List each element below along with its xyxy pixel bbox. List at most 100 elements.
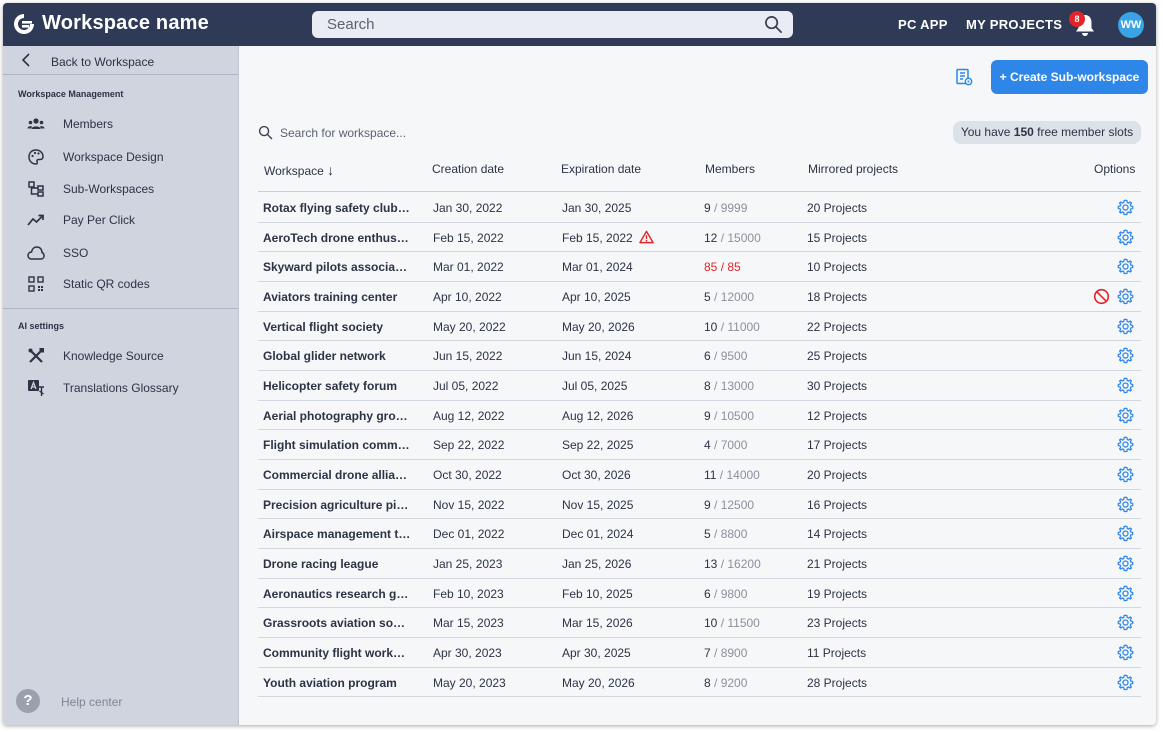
members-count: 9: [704, 201, 711, 215]
sidebar-item-workspace-design[interactable]: Workspace Design: [3, 145, 238, 169]
mirrored-projects-cell: 23 Projects: [807, 616, 868, 631]
gear-icon[interactable]: [1117, 199, 1134, 216]
table-row[interactable]: Youth aviation program May 20, 2023 May 20…: [258, 668, 1141, 698]
table-row[interactable]: Community flight work… Apr 30, 2023 Apr 30…: [258, 638, 1141, 668]
workspace-name-cell[interactable]: AeroTech drone enthusi…: [263, 230, 411, 245]
workspace-name-cell[interactable]: Vertical flight society: [263, 319, 384, 334]
table-row[interactable]: Drone racing league Jan 25, 2023 Jan 25, 2…: [258, 549, 1141, 579]
table-row[interactable]: Vertical flight society May 20, 2022 May 2…: [258, 312, 1141, 342]
members-count: 7: [704, 645, 711, 660]
workspace-name-cell[interactable]: Drone racing league: [263, 556, 379, 571]
gear-icon[interactable]: [1117, 644, 1134, 661]
workspace-name-cell[interactable]: Flight simulation comm…: [263, 438, 410, 453]
table-row[interactable]: Aerial photography gro… Aug 12, 2022 Aug 1…: [258, 401, 1141, 431]
table-row[interactable]: AeroTech drone enthusi… Feb 15, 2022 Feb 1…: [258, 223, 1141, 253]
table-row[interactable]: Grassroots aviation soci… Mar 15, 2023 Mar…: [258, 608, 1141, 638]
workspace-name-cell[interactable]: Helicopter safety forum: [263, 378, 398, 393]
members-total: 8900: [720, 645, 748, 660]
create-sub-workspace-button[interactable]: + Create Sub-workspace: [991, 60, 1148, 94]
creation-date-cell: Feb 15, 2022: [433, 230, 504, 245]
gear-icon[interactable]: [1117, 585, 1134, 602]
workspace-name-cell[interactable]: Aerial photography gro…: [263, 408, 408, 423]
section-title-workspace-management: Workspace Management: [18, 89, 124, 99]
workspace-search-input[interactable]: [280, 122, 550, 144]
warning-icon: [639, 230, 654, 243]
column-header-options: Options: [1094, 162, 1136, 176]
workspace-name-cell[interactable]: Airspace management t…: [263, 527, 411, 542]
expiration-date-cell: Aug 12, 2026: [562, 408, 634, 423]
table-row[interactable]: Flight simulation comm… Sep 22, 2022 Sep 2…: [258, 430, 1141, 460]
gear-icon[interactable]: [1117, 674, 1134, 691]
column-header-expiration-date[interactable]: Expiration date: [561, 162, 642, 176]
members-total: 12500: [720, 497, 755, 512]
workspace-name-cell[interactable]: Aeronautics research gr…: [263, 586, 411, 601]
sidebar-item-translations-glossary[interactable]: Translations Glossary: [3, 376, 238, 400]
workspace-name-cell[interactable]: Aviators training center: [263, 289, 398, 304]
column-header-workspace[interactable]: Workspace ↓: [264, 162, 334, 178]
table-row[interactable]: Global glider network Jun 15, 2022 Jun 15,…: [258, 341, 1141, 371]
members-count: 10: [704, 319, 718, 334]
back-to-workspace-link[interactable]: Back to Workspace: [3, 46, 238, 75]
members-count: 10: [704, 616, 718, 631]
sidebar-item-sub-workspaces[interactable]: Sub-Workspaces: [3, 177, 238, 201]
expiration-date-cell: Dec 01, 2024: [562, 527, 634, 542]
table-row[interactable]: Rotax flying safety club… Jan 30, 2022 Jan…: [258, 193, 1141, 223]
column-header-mirrored-projects[interactable]: Mirrored projects: [808, 162, 899, 176]
table-row[interactable]: Airspace management t… Dec 01, 2022 Dec 01…: [258, 519, 1141, 549]
global-search-input[interactable]: [312, 11, 793, 38]
gear-icon[interactable]: [1117, 555, 1134, 572]
table-row[interactable]: Skyward pilots associati… Mar 01, 2022 Mar…: [258, 252, 1141, 282]
workspace-name-cell[interactable]: Youth aviation program: [263, 675, 397, 690]
mirrored-projects-cell: 20 Projects: [807, 201, 868, 215]
report-settings-icon[interactable]: [955, 68, 973, 86]
workspace-name-cell[interactable]: Community flight work…: [263, 645, 405, 660]
gear-icon[interactable]: [1117, 614, 1134, 631]
block-icon[interactable]: [1093, 288, 1110, 305]
table-row[interactable]: Commercial drone allia… Oct 30, 2022 Oct 3…: [258, 460, 1141, 490]
gear-icon[interactable]: [1117, 377, 1134, 394]
workspace-name-cell[interactable]: Skyward pilots associati…: [263, 260, 411, 275]
workspace-name-cell[interactable]: Commercial drone allia…: [263, 467, 408, 482]
table-row[interactable]: Aeronautics research gr… Feb 10, 2023 Feb …: [258, 579, 1141, 609]
creation-date-cell: Oct 30, 2022: [433, 467, 502, 482]
members-count: 13: [704, 556, 718, 571]
workspace-name-cell[interactable]: Global glider network: [263, 349, 386, 364]
sidebar-item-sso[interactable]: SSO: [3, 241, 238, 265]
expiration-date-cell: Feb 10, 2025: [562, 586, 633, 601]
gear-icon[interactable]: [1117, 407, 1134, 424]
table-header: Workspace ↓ Creation date Expiration dat…: [258, 158, 1141, 192]
gear-icon[interactable]: [1117, 347, 1134, 364]
members-total: 13000: [720, 378, 755, 393]
members-total: 8800: [720, 527, 748, 542]
pc-app-link[interactable]: PC APP: [898, 17, 948, 32]
gear-icon[interactable]: [1117, 436, 1134, 453]
workspace-name-cell[interactable]: Grassroots aviation soci…: [263, 616, 411, 631]
my-projects-link[interactable]: MY PROJECTS: [966, 17, 1063, 32]
workspace-name-cell[interactable]: Precision agriculture pil…: [263, 497, 411, 512]
workspace-name-cell[interactable]: Rotax flying safety club…: [263, 201, 410, 215]
gear-icon[interactable]: [1117, 496, 1134, 513]
table-row[interactable]: Helicopter safety forum Jul 05, 2022 Jul 0…: [258, 371, 1141, 401]
gear-icon[interactable]: [1117, 258, 1134, 275]
column-label: Workspace: [264, 164, 324, 178]
table-row[interactable]: Precision agriculture pil… Nov 15, 2022 No…: [258, 490, 1141, 520]
sidebar-item-pay-per-click[interactable]: Pay Per Click: [3, 208, 238, 232]
gear-icon[interactable]: [1117, 318, 1134, 335]
search-icon[interactable]: [764, 15, 783, 34]
sidebar-item-label: Members: [63, 117, 114, 131]
sidebar-item-members[interactable]: Members: [3, 112, 238, 136]
help-icon: ?: [16, 689, 40, 713]
gear-icon[interactable]: [1117, 229, 1134, 246]
sidebar-item-static-qr-codes[interactable]: Static QR codes: [3, 272, 238, 296]
gear-icon[interactable]: [1117, 525, 1134, 542]
expiration-date-cell: Oct 30, 2026: [562, 467, 631, 482]
table-row[interactable]: Aviators training center Apr 10, 2022 Apr …: [258, 282, 1141, 312]
slots-suffix: free member slots: [1033, 125, 1134, 139]
column-header-creation-date[interactable]: Creation date: [432, 162, 505, 176]
avatar[interactable]: WW: [1118, 12, 1144, 38]
sidebar-item-knowledge-source[interactable]: Knowledge Source: [3, 344, 238, 368]
column-header-members[interactable]: Members: [705, 162, 756, 176]
gear-icon[interactable]: [1117, 466, 1134, 483]
members-cell: 6 / 9500: [704, 349, 748, 364]
gear-icon[interactable]: [1117, 288, 1134, 305]
